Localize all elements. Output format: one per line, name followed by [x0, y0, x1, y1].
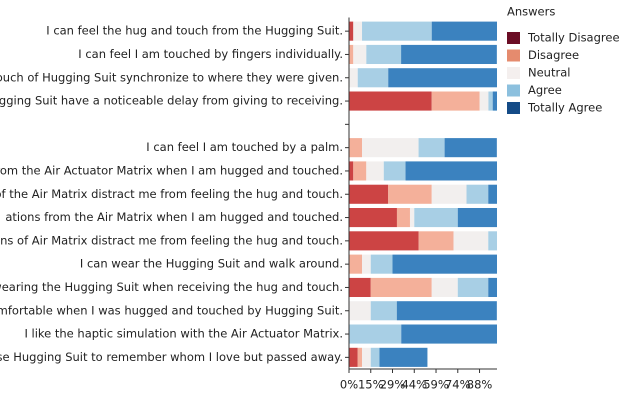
bar-segment — [349, 324, 402, 344]
x-tick-label: 59% — [423, 378, 449, 392]
bar-segment — [362, 254, 371, 274]
legend-swatch — [507, 84, 520, 97]
bar-segment — [353, 44, 367, 65]
legend-swatch — [507, 49, 520, 62]
bar-segment — [362, 138, 419, 158]
bar-segment — [349, 207, 397, 228]
bar-segment — [353, 21, 363, 41]
bar-segment — [396, 207, 410, 228]
y-tick-label: I can feel I am touched by fingers indiv… — [78, 47, 343, 61]
bar-segment — [353, 161, 367, 181]
legend-swatch — [507, 102, 520, 114]
legend-label: Agree — [528, 83, 562, 97]
x-tick-label: 0% — [340, 378, 358, 392]
bar-segment — [370, 277, 432, 298]
bar-segment — [349, 277, 371, 298]
y-tick-label: I like the haptic simulation with the Ai… — [24, 327, 343, 341]
bar-segment — [466, 184, 489, 204]
bar-segment — [431, 91, 480, 111]
bar-segment — [362, 347, 371, 367]
y-tick-label: I can wear the Hugging Suit and walk aro… — [80, 257, 343, 271]
x-tick-label: 15% — [358, 378, 384, 392]
bar-segment — [349, 231, 419, 251]
bar-segment — [370, 347, 380, 367]
bar-segment — [414, 207, 458, 228]
bar-segment — [418, 138, 445, 158]
legend-label: Totally Agree — [527, 101, 602, 115]
bar-segment — [431, 21, 497, 41]
bar-segment — [349, 21, 354, 41]
bar-segment — [383, 161, 406, 181]
bar-segment — [388, 68, 497, 88]
bar-segment — [370, 301, 397, 321]
x-tick-label: 29% — [380, 378, 406, 392]
y-tick-label: I can feel the hug and touch from the Hu… — [46, 24, 343, 38]
legend-label: Totally Disagree — [527, 31, 620, 45]
bar-segment — [392, 254, 497, 274]
legend-label: Disagree — [528, 48, 579, 62]
bar-segment — [366, 161, 384, 181]
bar-segment — [349, 138, 363, 158]
bar-segment — [349, 44, 354, 65]
bar-segment — [357, 347, 363, 367]
bar-segment — [431, 184, 467, 204]
x-tick-label: 74% — [445, 378, 471, 392]
bar-segment — [444, 138, 497, 158]
bar-segment — [401, 324, 497, 344]
bar-segment — [453, 231, 489, 251]
y-tick-label: noises of the Air Matrix distract me fro… — [0, 187, 343, 201]
legend-swatch — [507, 67, 520, 79]
bar-segment — [431, 277, 458, 298]
bar-segment — [396, 301, 497, 321]
y-tick-label: vibrations of Air Matrix distract me fro… — [0, 233, 343, 247]
bar-segment — [418, 231, 454, 251]
bar-segment — [409, 207, 415, 228]
bar-segment — [357, 68, 389, 88]
bar-segment — [492, 91, 497, 111]
y-tick-label: I can feel I am touched by a palm. — [146, 140, 343, 154]
bar-segment — [349, 161, 354, 181]
y-tick-label: feel comfortable when I was hugged and t… — [0, 303, 343, 317]
bar-segment — [479, 91, 489, 111]
bar-segment — [405, 161, 497, 181]
x-tick-label: 44% — [401, 378, 427, 392]
bar-segment — [457, 207, 497, 228]
y-tick-label: ke to use Hugging Suit to remember whom … — [0, 350, 343, 364]
bar-segment — [488, 184, 497, 204]
bar-segment — [488, 231, 497, 251]
legend-swatch — [507, 32, 520, 44]
bar-segment — [362, 21, 432, 41]
x-tick-label: 88% — [467, 378, 493, 392]
bar-segment — [457, 277, 489, 298]
legend-label: Neutral — [528, 66, 570, 80]
bar-segment — [488, 91, 493, 111]
bar-segment — [349, 347, 358, 367]
bar-segment — [349, 301, 371, 321]
bar-segment — [388, 184, 432, 204]
y-tick-label: h of Hugging Suit have a noticeable dela… — [0, 94, 343, 108]
bar-segment — [349, 91, 432, 111]
legend-title: Answers — [507, 5, 555, 19]
bar-segment — [349, 68, 358, 88]
bar-segment — [401, 44, 497, 65]
bar-segment — [349, 254, 363, 274]
bar-segment — [366, 44, 402, 65]
y-tick-label: I was wearing the Hugging Suit when rece… — [0, 280, 343, 294]
y-tick-label: ations from the Air Matrix when I am hug… — [5, 210, 343, 224]
bar-segment — [349, 184, 389, 204]
bar-segment — [379, 347, 428, 367]
bar-segment — [370, 254, 393, 274]
y-tick-label: g and touch of Hugging Suit synchronize … — [0, 70, 343, 84]
bar-segment — [488, 277, 497, 298]
y-tick-label: oises from the Air Actuator Matrix when … — [0, 163, 343, 177]
